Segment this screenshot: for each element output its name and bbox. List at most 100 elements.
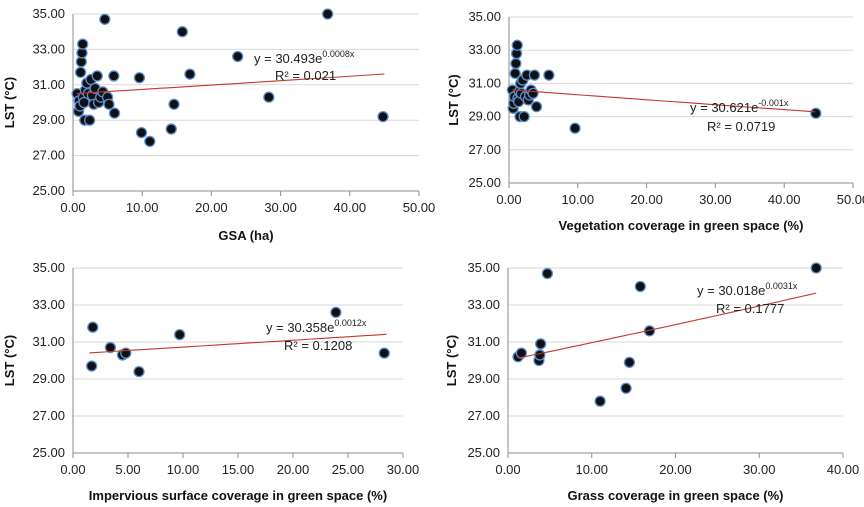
x-tick-label: 20.00 — [195, 200, 228, 215]
scatter-chart-4: 25.00 27.00 29.00 31.00 33.00 35.00 0.00 10.00 2… — [444, 260, 859, 503]
trendline — [512, 89, 816, 113]
data-point — [86, 360, 98, 372]
data-point — [528, 69, 541, 81]
data-point — [104, 341, 117, 354]
y-tick-label: 27.00 — [467, 408, 500, 423]
x-tick-label: 15.00 — [222, 462, 255, 477]
x-tick-label: 40.00 — [334, 200, 367, 215]
data-point — [377, 111, 389, 123]
data-point — [330, 306, 342, 319]
data-point — [120, 347, 132, 359]
data-point — [133, 72, 146, 84]
data-point — [133, 365, 145, 378]
y-tick-label: 29.00 — [468, 109, 501, 124]
x-tick-label: 5.00 — [115, 462, 140, 477]
equation-exponent: 0.0031x — [765, 281, 798, 291]
equation-exponent: -0.001x — [758, 98, 789, 108]
data-point — [623, 356, 636, 369]
y-tick-label: 25.00 — [467, 445, 500, 460]
x-axis-title: Impervious surface coverage in green spa… — [89, 488, 387, 503]
data-point — [810, 262, 822, 274]
y-tick-label: 25.00 — [468, 175, 501, 190]
x-tick-label: 0.00 — [495, 462, 520, 477]
data-point — [527, 87, 539, 100]
trendline-equation: y = 30.358e0.0012x — [266, 318, 367, 335]
y-axis-title: LST (°C) — [444, 335, 459, 386]
data-point — [184, 68, 196, 80]
y-tick-label: 27.00 — [32, 148, 65, 163]
x-tick-label: 0.00 — [60, 200, 85, 215]
data-point — [530, 100, 543, 113]
r-squared-label: R² = 0.0719 — [707, 119, 775, 134]
y-tick-label: 31.00 — [467, 334, 500, 349]
equation-exponent: 0.0008x — [322, 49, 355, 59]
equation-base: y = 30.621e — [690, 100, 758, 115]
r-squared-label: R² = 0.021 — [275, 68, 336, 83]
y-tick-label: 35.00 — [467, 260, 500, 275]
data-point — [322, 8, 334, 20]
data-point — [165, 123, 177, 135]
y-axis-title: LST (°C) — [446, 74, 461, 125]
y-tick-label: 33.00 — [32, 297, 65, 312]
x-tick-label: 10.00 — [575, 462, 608, 477]
x-tick-label: 10.00 — [126, 200, 159, 215]
x-axis-title: Vegetation coverage in green space (%) — [559, 218, 804, 233]
data-point — [594, 395, 606, 407]
y-tick-label: 35.00 — [32, 260, 65, 275]
x-tick-label: 30.00 — [387, 462, 420, 477]
y-tick-label: 35.00 — [32, 6, 65, 21]
y-axis-title: LST (°C) — [2, 335, 17, 386]
y-axis-title: LST (°C) — [2, 77, 17, 128]
data-point — [569, 122, 581, 134]
x-tick-label: 40.00 — [827, 462, 860, 477]
x-tick-label: 50.00 — [403, 200, 436, 215]
x-tick-label: 20.00 — [659, 462, 692, 477]
x-tick-label: 10.00 — [562, 192, 595, 207]
data-point — [91, 70, 103, 82]
data-point — [511, 39, 523, 51]
data-point — [263, 91, 275, 103]
data-point — [378, 347, 390, 359]
data-point — [176, 26, 188, 38]
data-point — [87, 321, 99, 333]
trendline — [76, 73, 385, 95]
data-point — [77, 38, 89, 50]
data-point — [168, 98, 180, 110]
equation-base: y = 30.493e — [254, 51, 322, 66]
data-point — [541, 267, 554, 280]
data-point — [535, 338, 547, 350]
data-point — [174, 328, 186, 341]
x-tick-label: 30.00 — [743, 462, 776, 477]
scatter-chart-2: 25.00 27.00 29.00 31.00 33.00 35.00 0.00 10.00 2… — [446, 9, 864, 233]
y-tick-label: 35.00 — [468, 9, 501, 24]
data-point — [144, 135, 156, 148]
data-point — [515, 347, 528, 359]
x-tick-label: 40.00 — [768, 192, 801, 207]
x-tick-label: 0.00 — [496, 192, 521, 207]
y-tick-label: 25.00 — [32, 183, 65, 198]
x-tick-label: 30.00 — [264, 200, 297, 215]
y-tick-label: 33.00 — [32, 41, 65, 56]
data-point — [510, 57, 522, 70]
r-squared-label: R² = 0.1777 — [716, 301, 784, 316]
data-point — [103, 98, 115, 110]
x-axis-title: GSA (ha) — [218, 228, 273, 243]
y-tick-label: 33.00 — [468, 42, 501, 57]
y-tick-label: 29.00 — [32, 112, 65, 127]
x-axis-title: Grass coverage in green space (%) — [567, 488, 783, 503]
trendline-equation: y = 30.018e0.0031x — [697, 281, 798, 298]
y-tick-label: 29.00 — [467, 371, 500, 386]
x-tick-label: 50.00 — [837, 192, 864, 207]
x-tick-label: 30.00 — [699, 192, 732, 207]
x-tick-label: 0.00 — [60, 462, 85, 477]
data-point — [518, 110, 530, 123]
data-point — [810, 107, 822, 119]
x-tick-label: 20.00 — [277, 462, 310, 477]
y-tick-label: 25.00 — [32, 445, 65, 460]
y-tick-label: 31.00 — [32, 77, 65, 92]
y-tick-label: 31.00 — [32, 334, 65, 349]
r-squared-label: R² = 0.1208 — [284, 338, 352, 353]
y-tick-label: 27.00 — [468, 142, 501, 157]
data-point — [74, 66, 87, 79]
